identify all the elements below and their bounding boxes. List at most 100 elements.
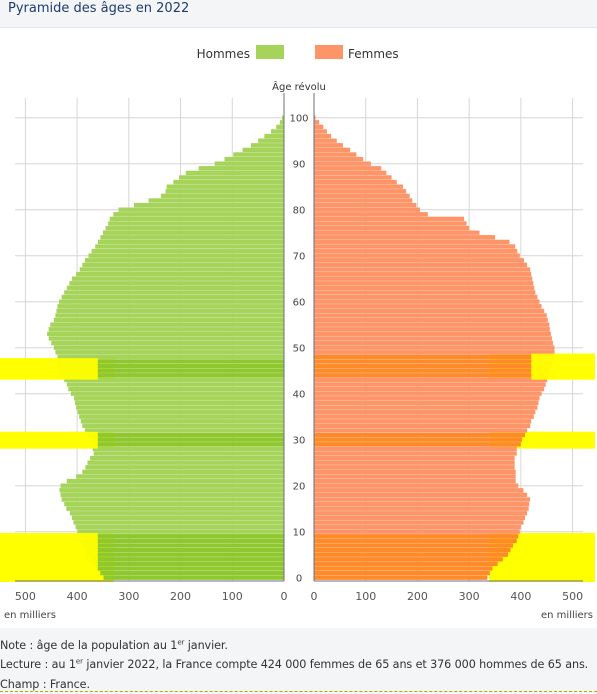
bar-femmes-age-44: [314, 373, 550, 378]
age-pyramid-chart: 500 400 300 200 100 0 0 100 200 300 400 50001020304…: [0, 45, 595, 621]
bar-hommes-age-58: [56, 308, 284, 314]
bar-femmes-age-96: [314, 133, 332, 139]
bar-hommes-age-38: [75, 400, 284, 406]
bar-femmes-age-71: [314, 248, 518, 254]
bar-hommes-age-100: [281, 115, 284, 120]
bar-hommes-age-90: [214, 161, 284, 166]
bar-femmes-age-4: [314, 557, 503, 562]
legend[interactable]: Hommes Femmes: [197, 45, 399, 61]
bar-hommes-age-9: [79, 534, 284, 539]
bar-femmes-age-23: [314, 469, 516, 475]
bar-femmes-age-54: [314, 327, 550, 332]
bar-hommes-age-23: [82, 469, 285, 475]
tick-label-right-200: 200: [407, 590, 428, 603]
bar-hommes-age-29: [91, 442, 285, 447]
bar-femmes-age-43: [314, 377, 548, 383]
bar-hommes-age-70: [88, 253, 284, 258]
bar-hommes-age-12: [73, 520, 284, 525]
bar-femmes-age-37: [314, 405, 538, 410]
bar-hommes-age-26: [90, 455, 284, 461]
bar-hommes-age-55: [50, 322, 284, 327]
bar-femmes-age-40: [314, 391, 542, 396]
legend-label-hommes: Hommes: [197, 47, 250, 61]
bar-femmes-age-47: [314, 359, 553, 364]
bar-femmes-age-63: [314, 285, 535, 291]
bar-femmes-age-19: [314, 488, 524, 493]
bar-hommes-age-4: [89, 557, 284, 562]
bar-femmes-age-90: [314, 161, 371, 166]
bar-hommes-age-49: [55, 350, 284, 355]
bar-femmes-age-39: [314, 396, 540, 401]
bar-femmes-age-94: [314, 143, 343, 148]
highlight-front-femmes-5: [531, 353, 595, 380]
bar-femmes-age-52: [314, 336, 552, 341]
tick-label-left-0: 0: [281, 590, 288, 603]
bar-femmes-age-26: [314, 455, 515, 461]
bar-hommes-age-34: [80, 419, 284, 424]
bar-hommes-age-96: [264, 133, 284, 139]
bar-hommes-age-7: [82, 543, 285, 548]
bar-hommes-age-53: [47, 331, 284, 337]
age-label-50: 50: [293, 344, 306, 355]
bar-hommes-age-46: [56, 363, 284, 369]
bar-femmes-age-81: [314, 202, 417, 208]
bar-hommes-age-19: [59, 488, 284, 493]
tick-label-left-200: 200: [170, 590, 191, 603]
bar-hommes-age-86: [173, 179, 284, 185]
tick-label-left-400: 400: [67, 590, 88, 603]
age-label-20: 20: [293, 482, 306, 493]
bar-hommes-age-35: [79, 414, 284, 419]
highlight-front-hommes-1: [0, 431, 98, 449]
bar-femmes-age-17: [314, 497, 531, 502]
bar-femmes-age-56: [314, 317, 548, 323]
bar-femmes-age-45: [314, 368, 551, 373]
unit-label-right: en milliers: [541, 610, 593, 621]
age-label-90: 90: [293, 160, 306, 171]
bar-hommes-age-28: [92, 446, 284, 452]
bar-hommes-age-3: [92, 561, 284, 567]
bar-hommes-age-50: [53, 345, 284, 350]
bar-femmes-age-10: [314, 529, 520, 534]
bar-hommes-age-85: [166, 184, 284, 189]
age-label-70: 70: [293, 252, 306, 263]
bar-femmes-age-36: [314, 409, 536, 415]
bar-hommes-age-41: [68, 386, 284, 392]
bar-femmes-age-73: [314, 239, 510, 245]
bar-hommes-age-66: [76, 271, 284, 277]
bar-femmes-age-41: [314, 386, 545, 392]
tick-label-left-300: 300: [118, 590, 139, 603]
bar-hommes-age-91: [224, 156, 284, 162]
bar-femmes-age-91: [314, 156, 364, 162]
bar-femmes-age-97: [314, 129, 327, 134]
bar-hommes-age-8: [80, 538, 284, 544]
tick-label-right-500: 500: [562, 590, 583, 603]
bar-femmes-age-5: [314, 552, 508, 557]
bar-femmes-age-72: [314, 244, 516, 249]
bar-hommes-age-65: [71, 276, 284, 281]
bar-hommes-age-6: [84, 547, 285, 553]
bar-femmes-age-77: [314, 221, 467, 226]
tick-label-right-400: 400: [510, 590, 531, 603]
bar-hommes-age-57: [55, 313, 284, 318]
bar-hommes-age-92: [233, 152, 284, 157]
bar-hommes-age-51: [51, 340, 285, 346]
bar-femmes-age-57: [314, 313, 547, 318]
bar-femmes-age-64: [314, 281, 534, 286]
bar-hommes-age-75: [102, 230, 284, 235]
age-label-10: 10: [293, 528, 306, 539]
bar-hommes-age-97: [271, 129, 284, 134]
bar-femmes-age-75: [314, 230, 480, 235]
center-axis-label: Âge révolu: [272, 80, 326, 93]
bar-femmes-age-13: [314, 515, 526, 521]
bar-hommes-age-95: [258, 138, 284, 143]
bar-hommes-age-79: [113, 212, 284, 217]
highlight-front-hommes-2: [0, 358, 98, 380]
bar-femmes-age-60: [314, 299, 540, 304]
bar-hommes-age-0: [103, 575, 285, 580]
bar-femmes-age-20: [314, 483, 519, 488]
bar-hommes-age-67: [79, 267, 285, 272]
bar-hommes-age-39: [74, 396, 284, 401]
tick-label-left-500: 500: [15, 590, 36, 603]
bar-hommes-age-18: [60, 492, 285, 498]
bar-hommes-age-45: [58, 368, 285, 373]
